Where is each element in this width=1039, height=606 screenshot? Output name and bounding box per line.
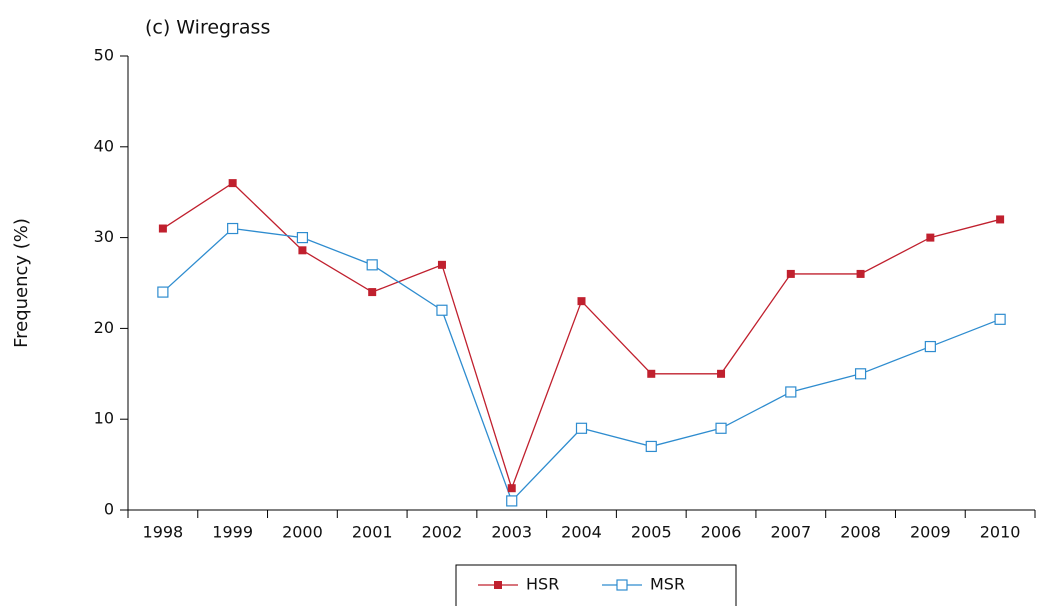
data-point — [227, 222, 239, 235]
data-point — [228, 179, 237, 188]
data-point — [506, 495, 518, 507]
data-point — [785, 386, 797, 398]
x-tick-label: 1998 — [143, 523, 184, 542]
series-line — [162, 182, 1001, 491]
y-tick-label: 40 — [94, 136, 114, 155]
y-tick-label: 50 — [94, 46, 114, 65]
x-tick-label: 2008 — [840, 523, 881, 542]
data-point — [298, 246, 307, 255]
legend-label: MSR — [650, 575, 685, 594]
data-point — [786, 269, 795, 278]
x-tick-label: 2001 — [352, 523, 393, 542]
data-point — [158, 224, 167, 233]
data-point — [924, 340, 936, 353]
x-tick-label: 2007 — [770, 523, 811, 542]
x-tick-label: 2005 — [631, 523, 672, 542]
y-axis-label: Frequency (%) — [11, 218, 32, 348]
data-point — [507, 484, 516, 493]
y-tick-label: 0 — [104, 500, 114, 519]
y-tick-label: 20 — [94, 318, 114, 337]
data-point — [854, 368, 867, 380]
data-point — [926, 233, 935, 242]
x-tick-label: 2004 — [561, 523, 602, 542]
data-point — [157, 286, 169, 298]
data-point — [856, 269, 865, 278]
data-point — [996, 215, 1005, 224]
data-point — [368, 288, 377, 297]
chart-title: (c) Wiregrass — [145, 17, 270, 39]
data-point — [715, 422, 727, 434]
x-tick-label: 1999 — [212, 523, 253, 542]
legend-label: HSR — [526, 575, 559, 594]
x-tick-label: 2000 — [282, 523, 323, 542]
data-point — [296, 232, 309, 244]
data-point — [577, 297, 586, 306]
data-point — [645, 440, 657, 453]
data-point — [366, 259, 378, 271]
x-tick-label: 2010 — [980, 523, 1021, 542]
y-tick-label: 10 — [94, 409, 114, 428]
data-point — [717, 369, 726, 378]
legend-marker — [616, 579, 628, 591]
x-tick-label: 2009 — [910, 523, 951, 542]
data-point — [994, 313, 1006, 325]
data-point — [575, 422, 588, 434]
data-point — [647, 369, 656, 378]
legend-marker — [494, 581, 502, 589]
x-tick-label: 2006 — [701, 523, 742, 542]
data-point — [436, 304, 448, 316]
data-point — [437, 260, 446, 269]
x-tick-label: 2003 — [491, 523, 532, 542]
x-tick-label: 2002 — [422, 523, 463, 542]
legend-box — [455, 564, 737, 606]
series-line — [162, 227, 1001, 503]
y-tick-label: 30 — [94, 227, 114, 246]
